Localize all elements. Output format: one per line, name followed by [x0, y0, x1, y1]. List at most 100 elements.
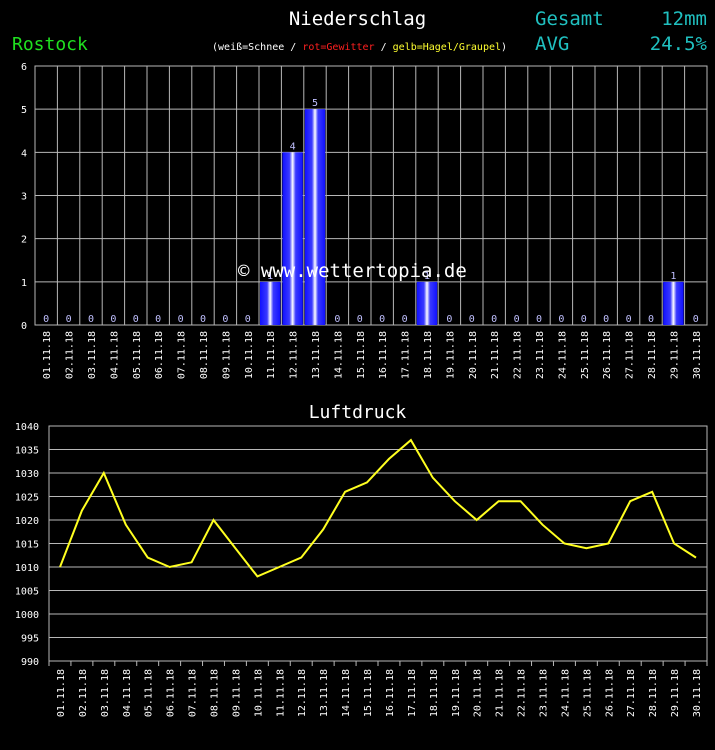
precip-value-label: 0 [648, 314, 654, 325]
precip-x-tick-label: 07.11.18 [177, 331, 188, 379]
pressure-y-tick-label: 990 [21, 657, 39, 668]
precip-x-tick-label: 06.11.18 [154, 331, 165, 379]
precip-y-tick-label: 5 [21, 105, 27, 116]
precip-value-label: 0 [446, 314, 452, 325]
pressure-x-tick-label: 29.11.18 [670, 669, 681, 717]
precip-value-label: 0 [155, 314, 161, 325]
pressure-x-tick-label: 08.11.18 [210, 669, 221, 717]
precip-x-tick-label: 02.11.18 [65, 331, 76, 379]
precip-value-label: 0 [603, 314, 609, 325]
precip-value-label: 0 [491, 314, 497, 325]
pressure-x-tick-label: 03.11.18 [100, 669, 111, 717]
precip-value-label: 0 [88, 314, 94, 325]
pressure-series-line [59, 438, 697, 578]
pressure-x-tick-label: 19.11.18 [451, 669, 462, 717]
precip-value-label: 0 [66, 314, 72, 325]
precip-value-label: 0 [626, 314, 632, 325]
legend-close: ) [501, 42, 508, 53]
pressure-x-tick-label: 11.11.18 [275, 669, 286, 717]
precip-value-label: 1 [267, 271, 273, 282]
pressure-x-tick-label: 17.11.18 [407, 669, 418, 717]
watermark: © www.wettertopia.de [238, 260, 467, 282]
pressure-y-tick-label: 1000 [15, 610, 39, 621]
precip-x-tick-label: 24.11.18 [557, 331, 568, 379]
precip-value-label: 0 [245, 314, 251, 325]
pressure-y-tick-label: 1040 [15, 422, 39, 433]
precip-chart-title: Niederschlag [288, 8, 427, 30]
pressure-y-tick-label: 1020 [15, 516, 39, 527]
pressure-x-tick-label: 02.11.18 [78, 669, 89, 717]
pressure-x-tick-label: 28.11.18 [648, 669, 659, 717]
precip-bar [260, 281, 281, 325]
pressure-x-tick-label: 04.11.18 [122, 669, 133, 717]
precip-x-tick-label: 09.11.18 [221, 331, 232, 379]
avg-label: AVG [535, 33, 570, 55]
pressure-x-tick-label: 30.11.18 [692, 669, 703, 717]
total-label: Gesamt [535, 8, 604, 30]
pressure-x-tick-label: 24.11.18 [560, 669, 571, 717]
precip-y-tick-label: 3 [21, 192, 27, 203]
precip-x-tick-label: 18.11.18 [423, 331, 434, 379]
precip-x-tick-label: 03.11.18 [87, 331, 98, 379]
pressure-x-tick-label: 14.11.18 [341, 669, 352, 717]
pressure-x-tick-label: 25.11.18 [582, 669, 593, 717]
pressure-x-tick-label: 07.11.18 [188, 669, 199, 717]
precip-y-tick-label: 1 [21, 278, 27, 289]
precip-value-label: 0 [693, 314, 699, 325]
pressure-x-tick-label: 12.11.18 [297, 669, 308, 717]
precip-x-tick-label: 04.11.18 [109, 331, 120, 379]
station-name: Rostock [12, 34, 88, 55]
precip-value-label: 0 [379, 314, 385, 325]
legend-open: ( [212, 42, 219, 53]
precip-value-label: 4 [290, 141, 296, 152]
pressure-y-tick-label: 1010 [15, 563, 39, 574]
pressure-x-tick-label: 05.11.18 [144, 669, 155, 717]
pressure-y-tick-label: 1030 [15, 469, 39, 480]
pressure-x-tick-label: 23.11.18 [539, 669, 550, 717]
precip-x-tick-label: 29.11.18 [669, 331, 680, 379]
precip-x-tick-label: 08.11.18 [199, 331, 210, 379]
precip-value-label: 0 [558, 314, 564, 325]
pressure-x-tick-label: 13.11.18 [319, 669, 330, 717]
avg-value: 24.5% [649, 33, 707, 55]
precip-value-label: 0 [402, 314, 408, 325]
pressure-x-tick-label: 15.11.18 [363, 669, 374, 717]
precip-value-label: 0 [200, 314, 206, 325]
pressure-x-tick-label: 01.11.18 [56, 669, 67, 717]
legend-hail: gelb=Hagel/Graupel [392, 42, 502, 53]
precip-value-label: 0 [133, 314, 139, 325]
precip-x-tick-label: 17.11.18 [401, 331, 412, 379]
precip-x-tick-label: 28.11.18 [647, 331, 658, 379]
precip-x-tick-label: 27.11.18 [625, 331, 636, 379]
pressure-x-tick-label: 22.11.18 [517, 669, 528, 717]
pressure-y-tick-label: 1005 [15, 587, 39, 598]
precip-x-tick-label: 12.11.18 [289, 331, 300, 379]
pressure-x-tick-label: 20.11.18 [473, 669, 484, 717]
precip-value-label: 0 [581, 314, 587, 325]
precip-value-label: 5 [312, 98, 318, 109]
pressure-chart-title: Luftdruck [308, 402, 407, 423]
precip-y-tick-label: 4 [21, 148, 27, 159]
precip-value-label: 0 [514, 314, 520, 325]
total-value: 12mm [661, 8, 707, 30]
pressure-x-tick-label: 10.11.18 [253, 669, 264, 717]
pressure-y-tick-label: 1015 [15, 540, 39, 551]
precip-x-tick-label: 22.11.18 [513, 331, 524, 379]
precip-y-tick-label: 2 [21, 235, 27, 246]
precip-x-tick-label: 14.11.18 [333, 331, 344, 379]
precip-value-label: 1 [424, 271, 430, 282]
precip-bar [663, 281, 684, 325]
precip-bar [304, 109, 326, 326]
pressure-x-tick-label: 26.11.18 [604, 669, 615, 717]
pressure-y-tick-label: 1035 [15, 446, 39, 457]
precip-x-tick-label: 16.11.18 [378, 331, 389, 379]
precip-value-label: 0 [334, 314, 340, 325]
precip-x-tick-label: 01.11.18 [42, 331, 53, 379]
precip-x-tick-label: 13.11.18 [311, 331, 322, 379]
pressure-x-tick-label: 18.11.18 [429, 669, 440, 717]
precip-value-label: 1 [670, 271, 676, 282]
pressure-x-tick-label: 21.11.18 [495, 669, 506, 717]
precip-x-tick-label: 30.11.18 [692, 331, 703, 379]
precip-value-label: 0 [357, 314, 363, 325]
precip-x-tick-label: 26.11.18 [602, 331, 613, 379]
